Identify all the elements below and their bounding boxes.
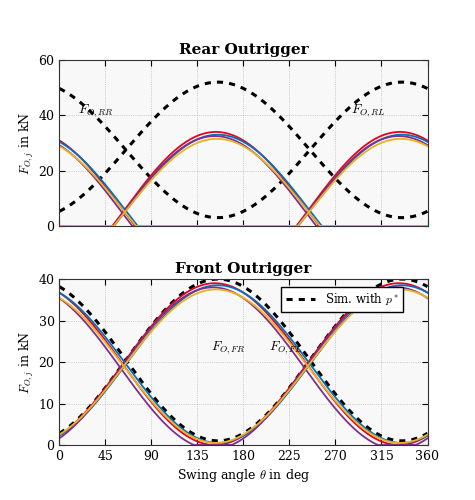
X-axis label: Swing angle $\theta$ in deg: Swing angle $\theta$ in deg — [177, 467, 310, 484]
Text: $F_{O,RR}$: $F_{O,RR}$ — [78, 102, 114, 118]
Title: Front Outrigger: Front Outrigger — [175, 262, 312, 276]
Text: $F_{O,RL}$: $F_{O,RL}$ — [351, 102, 386, 118]
Y-axis label: $F_{O,j}$ in kN: $F_{O,j}$ in kN — [18, 112, 36, 174]
Legend: Sim. with $p^*$: Sim. with $p^*$ — [281, 286, 403, 312]
Title: Rear Outrigger: Rear Outrigger — [179, 44, 308, 58]
Text: $F_{O,FR}$: $F_{O,FR}$ — [211, 339, 245, 355]
Text: $F_{O,FL}$: $F_{O,FL}$ — [269, 339, 303, 355]
Y-axis label: $F_{O,j}$ in kN: $F_{O,j}$ in kN — [18, 330, 36, 394]
